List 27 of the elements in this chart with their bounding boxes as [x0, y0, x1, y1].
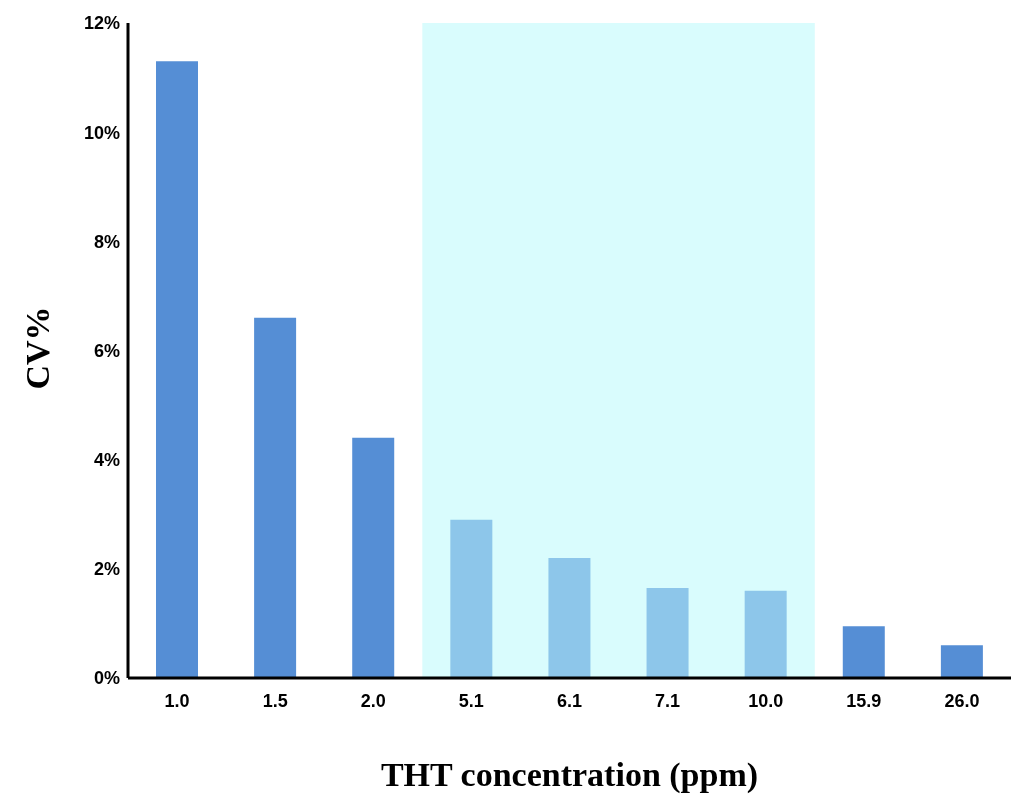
x-tick-label: 15.9 — [846, 690, 882, 711]
x-tick-label: 6.1 — [556, 690, 583, 711]
x-tick-label: 1.0 — [164, 690, 190, 711]
x-tick-label: 10.0 — [748, 690, 784, 711]
bar — [842, 626, 885, 678]
y-tick-label: 2% — [93, 559, 120, 580]
bar — [254, 317, 297, 678]
bar — [744, 590, 787, 678]
bar — [646, 587, 689, 678]
y-tick-label: 6% — [93, 340, 120, 361]
x-tick-label: 26.0 — [944, 690, 980, 711]
bar — [548, 557, 591, 678]
x-axis-title: THT concentration (ppm) — [379, 756, 760, 794]
y-tick-label: 12% — [83, 13, 120, 34]
y-tick-label: 10% — [83, 122, 120, 143]
bar — [450, 519, 493, 678]
x-tick-label: 7.1 — [655, 690, 681, 711]
y-axis-title: CV% — [19, 306, 57, 390]
x-tick-label: 1.5 — [262, 690, 288, 711]
x-tick-label: 5.1 — [458, 690, 484, 711]
bar — [156, 61, 198, 678]
y-tick-label: 4% — [93, 450, 120, 471]
y-tick-label: 8% — [93, 231, 120, 252]
bar — [352, 437, 395, 678]
y-tick-label: 0% — [93, 668, 120, 689]
bar — [940, 645, 983, 678]
x-tick-label: 2.0 — [360, 690, 386, 711]
